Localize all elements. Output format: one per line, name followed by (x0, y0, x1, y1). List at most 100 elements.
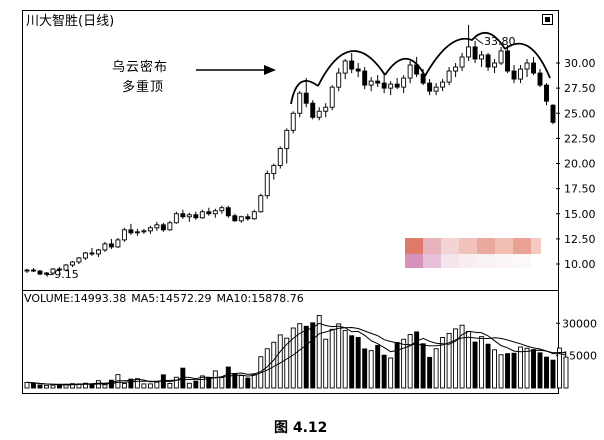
candle (207, 208, 211, 216)
volume-bar (337, 324, 341, 388)
candle (519, 65, 523, 83)
candle (473, 41, 477, 63)
candle (285, 128, 289, 163)
volume-header: VOLUME:14993.38 MA5:14572.29 MA10:15878.76 (24, 292, 304, 305)
volume-bar (532, 350, 536, 388)
candle (161, 223, 165, 232)
candle (447, 67, 451, 85)
volume-bar (512, 353, 516, 388)
candle (187, 213, 191, 222)
volume-bar (434, 349, 438, 388)
candle (363, 67, 367, 89)
volume-bar (44, 385, 48, 388)
candle (25, 269, 29, 273)
candle (31, 268, 35, 272)
volume-bar (142, 384, 146, 388)
annotation-line1: 乌云密布 (112, 59, 168, 75)
candle (395, 78, 399, 89)
volume-bar (389, 358, 393, 388)
candle (265, 171, 269, 199)
candle (38, 270, 42, 275)
volume-bar (369, 351, 373, 388)
volume-bar (544, 357, 548, 388)
candle (103, 242, 107, 252)
square-menu-icon[interactable] (543, 15, 553, 25)
candle (129, 224, 133, 235)
candle (278, 146, 282, 168)
price-tick-label: 20.00 (564, 158, 596, 171)
candle (122, 228, 126, 242)
candle (428, 79, 432, 95)
candle (96, 249, 100, 257)
low-price-label: ←9.15 (45, 268, 79, 281)
candle (116, 238, 120, 248)
ma5-value: 14572.29 (159, 292, 212, 305)
volume-bar (473, 342, 477, 388)
volume-bar (356, 338, 360, 388)
candle (382, 73, 386, 93)
candle (538, 69, 542, 87)
volume-bar (168, 383, 172, 388)
volume-axis: 3000015000 (556, 317, 597, 362)
candle (135, 229, 139, 236)
volume-bar (538, 353, 542, 388)
candle (298, 91, 302, 117)
volume-bar (551, 360, 555, 388)
volume-value: 14993.38 (74, 292, 127, 305)
candle (194, 212, 198, 220)
price-tick-label: 15.00 (564, 208, 596, 221)
candle (77, 257, 81, 264)
candle (272, 164, 276, 180)
candle (304, 78, 308, 107)
volume-bar (51, 385, 55, 388)
candle (512, 65, 516, 83)
candle (90, 248, 94, 256)
candle (252, 210, 256, 220)
ma5-label: MA5: (131, 292, 159, 305)
volume-bar (25, 382, 29, 388)
candle (544, 83, 548, 105)
candle (493, 59, 497, 73)
volume-bar (174, 377, 178, 388)
candle (142, 229, 146, 234)
candle (259, 194, 263, 213)
candle (499, 47, 503, 65)
volume-ma5-line (27, 323, 566, 385)
volume-bar (428, 357, 432, 388)
candle (532, 57, 536, 75)
candle (168, 221, 172, 231)
candle (356, 63, 360, 77)
volume-series (25, 315, 568, 388)
volume-bar (519, 347, 523, 388)
volume-bar (38, 385, 42, 388)
candle (441, 79, 445, 91)
ma10-label: MA10: (217, 292, 252, 305)
candle (467, 25, 471, 61)
volume-bar (486, 344, 490, 388)
right-arrow-icon (196, 65, 276, 75)
annotation-line2: 多重顶 (122, 79, 164, 95)
volume-bar (304, 326, 308, 388)
candle (402, 75, 406, 93)
volume-bar (226, 367, 230, 388)
volume-bar (122, 383, 126, 388)
volume-bar (376, 345, 380, 388)
volume-bar (252, 374, 256, 388)
volume-bar (525, 348, 529, 388)
candle (246, 214, 250, 221)
candlestick-series (25, 25, 555, 275)
volume-bar (317, 315, 321, 388)
volume-bar (311, 323, 315, 388)
volume-bar (109, 380, 113, 388)
candle (486, 53, 490, 71)
candle (181, 210, 185, 219)
price-tick-label: 17.50 (564, 183, 596, 196)
volume-bar (194, 381, 198, 388)
candle (226, 206, 230, 218)
high-marker (475, 38, 483, 44)
candle (480, 51, 484, 67)
volume-bar (272, 342, 276, 388)
volume-bar (57, 385, 61, 388)
